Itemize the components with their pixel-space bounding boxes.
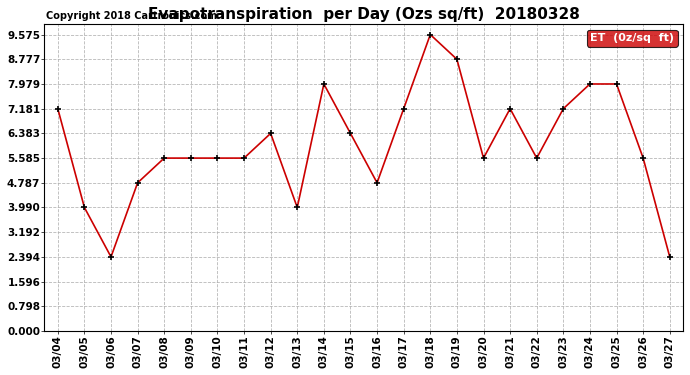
Text: Copyright 2018 Cartronics.com: Copyright 2018 Cartronics.com <box>46 11 217 21</box>
Title: Evapotranspiration  per Day (Ozs sq/ft)  20180328: Evapotranspiration per Day (Ozs sq/ft) 2… <box>148 7 580 22</box>
Legend: ET  (0z/sq  ft): ET (0z/sq ft) <box>586 30 678 47</box>
